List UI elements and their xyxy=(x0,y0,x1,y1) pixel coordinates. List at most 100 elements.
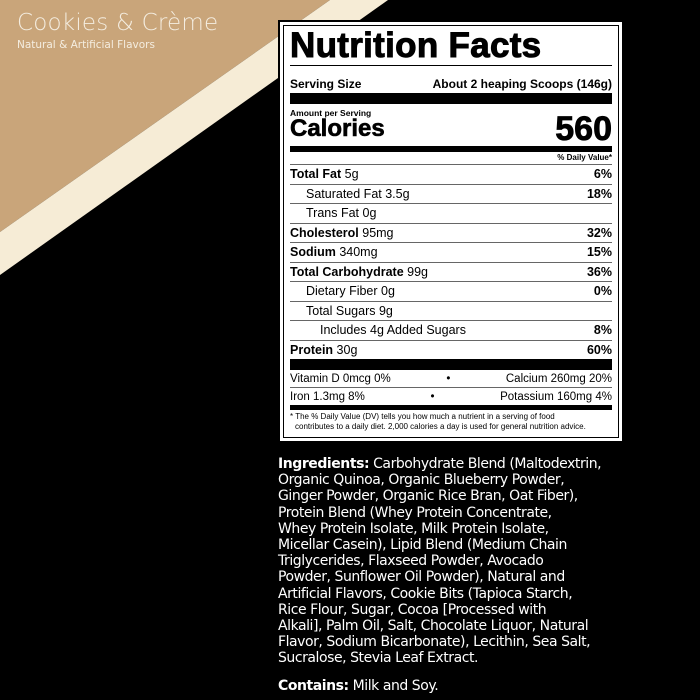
nutrient-name: Total Fat 5g xyxy=(290,167,359,181)
nutrient-name: Protein 30g xyxy=(290,343,357,357)
vitamin-row: Iron 1.3mg 8% • Potassium 160mg 4% xyxy=(290,387,612,405)
thick-divider xyxy=(290,405,612,410)
ingredients-label: Ingredients: xyxy=(278,456,370,472)
calories-label: Calories xyxy=(290,115,385,142)
nutrient-amount: 30g xyxy=(333,342,358,357)
ingredients-line: Micellar Casein), Lipid Blend (Medium Ch… xyxy=(278,537,698,553)
nutrient-amount: 99g xyxy=(403,264,429,279)
nutrient-label: Trans Fat 0g xyxy=(306,206,377,221)
nutrient-row: Total Carbohydrate 99g 36% xyxy=(290,261,612,282)
nutrient-name: Total Carbohydrate 99g xyxy=(290,265,428,279)
calories-row: Calories 560 xyxy=(290,110,613,148)
bullet: • xyxy=(446,372,451,385)
nutrient-name: Trans Fat 0g xyxy=(290,206,376,220)
ingredients-text: Protein Blend (Whey Protein Concentrate, xyxy=(278,504,552,521)
nutrient-label: Total Fat xyxy=(290,167,342,182)
nutrient-name: Includes 4g Added Sugars xyxy=(290,323,466,337)
flavor-name: Cookies & Crème xyxy=(17,10,219,36)
ingredients-text: Sucralose, Stevia Leaf Extract. xyxy=(278,650,479,667)
ingredients-line: Ginger Powder, Organic Rice Bran, Oat Fi… xyxy=(278,488,698,504)
bullet: • xyxy=(430,390,435,403)
nutrient-dv: 6% xyxy=(593,167,612,182)
nutrient-name: Cholesterol 95mg xyxy=(290,226,394,240)
footnote-line: contributes to a daily diet. 2,000 calor… xyxy=(295,422,586,431)
contains-label: Contains: xyxy=(278,678,349,694)
nutrient-dv: 0% xyxy=(593,284,612,299)
nutrient-row: Sodium 340mg 15% xyxy=(290,242,612,262)
nutrient-label: Includes 4g Added Sugars xyxy=(320,323,466,338)
nutrient-label: Cholesterol xyxy=(290,225,359,240)
nutrient-dv: 32% xyxy=(586,225,612,240)
ingredients-line: Rice Flour, Sugar, Cocoa [Processed with xyxy=(278,602,698,618)
contains-value: Milk and Soy. xyxy=(348,678,439,694)
ingredients-text: Flavor, Sodium Bicarbonate), Lecithin, S… xyxy=(278,634,591,651)
nutrient-amount: 95mg xyxy=(358,225,394,240)
ingredients-line: Sucralose, Stevia Leaf Extract. xyxy=(278,650,698,666)
nutrient-row: Includes 4g Added Sugars 8% xyxy=(290,320,612,340)
nutrient-label: Sodium xyxy=(290,245,336,260)
nutrient-dv: 8% xyxy=(593,323,612,338)
nutrient-amount: 340mg xyxy=(335,245,378,260)
nutrient-label: Total Sugars 9g xyxy=(306,303,393,318)
thick-divider xyxy=(290,146,612,152)
nutrient-row: Total Fat 5g 6% xyxy=(290,164,612,184)
nutrient-name: Sodium 340mg xyxy=(290,245,378,259)
ingredients-text: Rice Flour, Sugar, Cocoa [Processed with xyxy=(278,601,547,618)
nutrient-name: Saturated Fat 3.5g xyxy=(290,187,410,201)
calories-value: 560 xyxy=(555,110,613,148)
nutrient-row: Trans Fat 0g xyxy=(290,203,612,223)
ingredients-text: Triglycerides, Flaxseed Powder, Avocado xyxy=(278,553,544,570)
nutrient-label: Total Carbohydrate xyxy=(290,264,404,279)
ingredients-text: Organic Quinoa, Organic Blueberry Powder… xyxy=(278,472,565,489)
ingredients-line: Whey Protein Isolate, Milk Protein Isola… xyxy=(278,521,698,537)
nutrient-row: Total Sugars 9g xyxy=(290,300,612,321)
nutrient-row: Saturated Fat 3.5g 18% xyxy=(290,183,612,204)
nutrient-amount: 5g xyxy=(341,167,359,182)
nutrient-row: Cholesterol 95mg 32% xyxy=(290,222,612,243)
nutrition-facts-label: Nutrition Facts Serving Size About 2 hea… xyxy=(278,20,624,443)
nutrient-dv: 60% xyxy=(586,342,612,357)
ingredients-text: Powder, Sunflower Oil Powder), Natural a… xyxy=(278,569,565,586)
daily-value-header: % Daily Value* xyxy=(557,153,612,162)
ingredients-line: Alkali], Palm Oil, Salt, Chocolate Liquo… xyxy=(278,618,698,634)
ingredients-line: Artificial Flavors, Cookie Bits (Tapioca… xyxy=(278,586,698,602)
nutrient-dv: 15% xyxy=(586,245,612,260)
ingredients-text: Whey Protein Isolate, Milk Protein Isola… xyxy=(278,520,549,537)
thick-divider xyxy=(290,93,612,104)
nutrient-row: Dietary Fiber 0g 0% xyxy=(290,281,612,301)
ingredients-text: Carbohydrate Blend (Maltodextrin, xyxy=(369,456,602,472)
ingredients-line: Triglycerides, Flaxseed Powder, Avocado xyxy=(278,553,698,569)
ingredients-line: Organic Quinoa, Organic Blueberry Powder… xyxy=(278,472,698,488)
ingredients-text: Artificial Flavors, Cookie Bits (Tapioca… xyxy=(278,585,573,602)
ingredients-line: Ingredients: Carbohydrate Blend (Maltode… xyxy=(278,456,698,472)
ingredients-line: Powder, Sunflower Oil Powder), Natural a… xyxy=(278,569,698,585)
nutrient-label: Protein xyxy=(290,342,334,357)
vitamin-left: Vitamin D 0mcg 0% xyxy=(290,372,391,385)
thick-divider xyxy=(290,359,612,370)
nutrient-dv: 18% xyxy=(586,186,612,201)
vitamin-list: Vitamin D 0mcg 0% • Calcium 260mg 20% Iron … xyxy=(290,370,612,405)
ingredients-text: Ginger Powder, Organic Rice Bran, Oat Fi… xyxy=(278,488,578,505)
label-title: Nutrition Facts xyxy=(290,26,542,65)
vitamin-right: Potassium 160mg 4% xyxy=(500,390,612,403)
nutrient-row: Protein 30g 60% xyxy=(290,339,612,360)
serving-size: Serving Size About 2 heaping Scoops (146… xyxy=(290,75,612,93)
divider xyxy=(290,65,612,66)
vitamin-row: Vitamin D 0mcg 0% • Calcium 260mg 20% xyxy=(290,370,612,387)
ingredients-text: Alkali], Palm Oil, Salt, Chocolate Liquo… xyxy=(278,617,589,634)
footnote: * The % Daily Value (DV) tells you how m… xyxy=(290,410,612,432)
nutrient-label: Saturated Fat 3.5g xyxy=(306,186,410,201)
nutrient-dv: 36% xyxy=(586,264,612,279)
ingredients-line: Protein Blend (Whey Protein Concentrate, xyxy=(278,505,698,521)
serving-size-label: Serving Size xyxy=(290,77,362,91)
ingredients: Ingredients: Carbohydrate Blend (Maltode… xyxy=(278,456,698,666)
footnote-line: * The % Daily Value (DV) tells you how m… xyxy=(290,412,555,421)
nutrient-label: Dietary Fiber 0g xyxy=(306,284,395,299)
ingredients-line: Flavor, Sodium Bicarbonate), Lecithin, S… xyxy=(278,634,698,650)
nutrient-name: Dietary Fiber 0g xyxy=(290,284,395,298)
nutrient-list: Total Fat 5g 6% Saturated Fat 3.5g 18% Trans… xyxy=(290,164,612,359)
serving-size-value: About 2 heaping Scoops (146g) xyxy=(432,77,612,91)
vitamin-left: Iron 1.3mg 8% xyxy=(290,390,365,403)
amount-per-serving: Amount per Serving xyxy=(290,108,372,118)
allergen-statement: Contains: Milk and Soy. xyxy=(278,678,439,694)
